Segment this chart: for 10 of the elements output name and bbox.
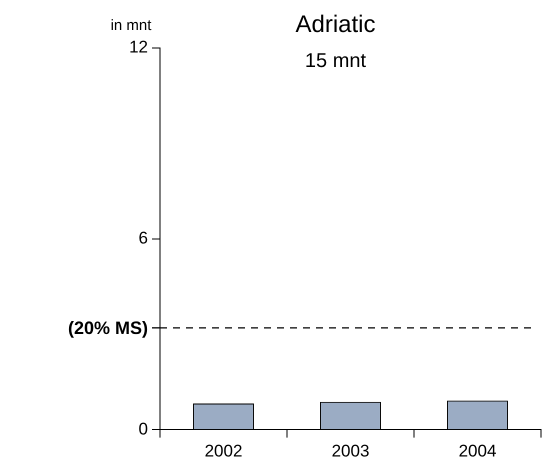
chart-subtitle: 15 mnt [304,50,367,72]
x-tick-label: 2003 [332,441,370,460]
x-tick-label: 2002 [204,441,242,460]
y-tick-label: 0 [138,419,148,438]
y-tick-label: 6 [138,228,148,248]
x-tick-label: 2004 [458,441,496,460]
y-tick-label: 12 [129,38,148,57]
y-axis-title: in mnt [110,17,152,34]
chart-title: Adriatic [295,11,376,38]
ref-line-label: (20% MS) [68,318,148,338]
